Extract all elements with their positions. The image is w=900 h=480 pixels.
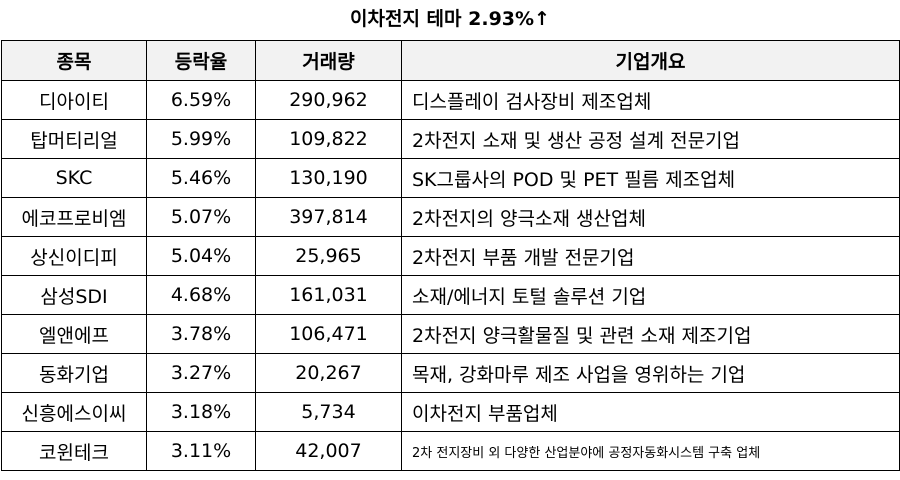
- table-row: SKC 5.46% 130,190 SK그룹사의 POD 및 PET 필름 제조…: [1, 158, 900, 198]
- stock-volume: 161,031: [255, 275, 402, 315]
- stock-change: 3.27%: [146, 353, 256, 393]
- stock-name: 코윈테크: [1, 431, 147, 471]
- header-name: 종목: [1, 40, 147, 81]
- table-row: 코윈테크 3.11% 42,007 2차 전지장비 외 다양한 산업분야에 공정…: [1, 431, 900, 471]
- stock-volume: 397,814: [255, 197, 402, 237]
- page-title: 이차전지 테마 2.93%↑: [350, 8, 550, 30]
- stock-change: 6.59%: [146, 80, 256, 120]
- table-row: 디아이티 6.59% 290,962 디스플레이 검사장비 제조업체: [1, 80, 900, 120]
- stock-volume: 130,190: [255, 158, 402, 198]
- stock-name: 신흥에스이씨: [1, 392, 147, 432]
- stock-volume: 42,007: [255, 431, 402, 471]
- stock-change: 5.04%: [146, 236, 256, 276]
- stock-name: 엘앤에프: [1, 314, 147, 354]
- header-row: 종목 등락율 거래량 기업개요: [1, 40, 900, 81]
- header-volume: 거래량: [255, 40, 402, 81]
- stock-volume: 25,965: [255, 236, 402, 276]
- stock-change: 5.46%: [146, 158, 256, 198]
- header-desc: 기업개요: [401, 40, 900, 81]
- stock-desc: 2차전지의 양극소재 생산업체: [401, 197, 900, 237]
- stock-volume: 106,471: [255, 314, 402, 354]
- stock-change: 5.99%: [146, 119, 256, 159]
- table-row: 탑머티리얼 5.99% 109,822 2차전지 소재 및 생산 공정 설계 전…: [1, 119, 900, 159]
- stock-desc: 2차전지 소재 및 생산 공정 설계 전문기업: [401, 119, 900, 159]
- stock-volume: 20,267: [255, 353, 402, 393]
- stock-desc: 2차전지 부품 개발 전문기업: [401, 236, 900, 276]
- stock-name: 에코프로비엠: [1, 197, 147, 237]
- stock-change: 5.07%: [146, 197, 256, 237]
- stock-change: 3.18%: [146, 392, 256, 432]
- stock-desc: 2차전지 양극활물질 및 관련 소재 제조기업: [401, 314, 900, 354]
- stock-desc: SK그룹사의 POD 및 PET 필름 제조업체: [401, 158, 900, 198]
- stock-name: SKC: [1, 158, 147, 198]
- stock-volume: 5,734: [255, 392, 402, 432]
- stock-change: 3.11%: [146, 431, 256, 471]
- stock-name: 탑머티리얼: [1, 119, 147, 159]
- stock-name: 디아이티: [1, 80, 147, 120]
- stock-change: 3.78%: [146, 314, 256, 354]
- stock-desc: 목재, 강화마루 제조 사업을 영위하는 기업: [401, 353, 900, 393]
- stock-desc: 소재/에너지 토털 솔루션 기업: [401, 275, 900, 315]
- table-row: 삼성SDI 4.68% 161,031 소재/에너지 토털 솔루션 기업: [1, 275, 900, 315]
- table-row: 동화기업 3.27% 20,267 목재, 강화마루 제조 사업을 영위하는 기…: [1, 353, 900, 393]
- table-row: 에코프로비엠 5.07% 397,814 2차전지의 양극소재 생산업체: [1, 197, 900, 237]
- stock-desc: 디스플레이 검사장비 제조업체: [401, 80, 900, 120]
- stock-change: 4.68%: [146, 275, 256, 315]
- stock-table: 종목 등락율 거래량 기업개요 디아이티 6.59% 290,962 디스플레이…: [1, 40, 900, 471]
- stock-name: 동화기업: [1, 353, 147, 393]
- stock-desc: 2차 전지장비 외 다양한 산업분야에 공정자동화시스템 구축 업체: [401, 431, 900, 471]
- table-row: 상신이디피 5.04% 25,965 2차전지 부품 개발 전문기업: [1, 236, 900, 276]
- stock-name: 상신이디피: [1, 236, 147, 276]
- table-row: 엘앤에프 3.78% 106,471 2차전지 양극활물질 및 관련 소재 제조…: [1, 314, 900, 354]
- stock-name: 삼성SDI: [1, 275, 147, 315]
- stock-volume: 109,822: [255, 119, 402, 159]
- stock-volume: 290,962: [255, 80, 402, 120]
- header-change: 등락율: [146, 40, 256, 81]
- stock-desc: 이차전지 부품업체: [401, 392, 900, 432]
- table-row: 신흥에스이씨 3.18% 5,734 이차전지 부품업체: [1, 392, 900, 432]
